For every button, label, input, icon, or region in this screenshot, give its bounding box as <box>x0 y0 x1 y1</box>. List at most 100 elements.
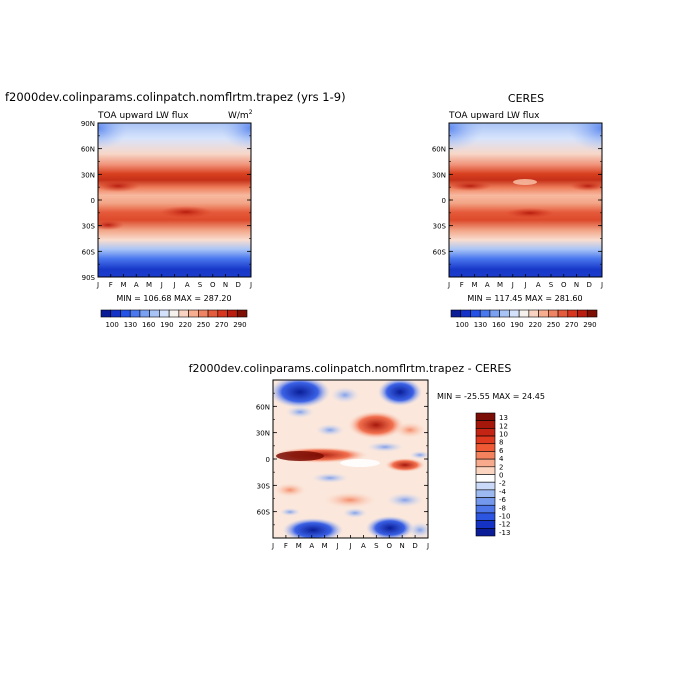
y-tick-label: 30N <box>256 430 270 438</box>
colorbar-label: 6 <box>499 447 504 455</box>
colorbar-label: 0 <box>499 472 503 480</box>
colorbar-swatch <box>475 435 496 445</box>
colorbar-label: 190 <box>160 321 173 329</box>
x-tick-label: J <box>348 542 351 550</box>
colorbar-label: 250 <box>547 321 560 329</box>
y-tick-label: 30N <box>432 171 446 179</box>
x-tick-label: A <box>485 281 490 289</box>
colorbar-swatch <box>577 309 588 318</box>
panel1-heatmap <box>98 123 251 277</box>
colorbar-swatch <box>110 309 121 318</box>
x-tick-label: J <box>336 542 339 550</box>
x-tick-label: A <box>536 281 541 289</box>
y-tick-label: 30S <box>257 482 271 490</box>
colorbar-swatch <box>475 420 496 429</box>
panel2-title: CERES <box>508 92 544 105</box>
x-tick-label: A <box>361 542 366 550</box>
colorbar-label: 10 <box>499 431 508 439</box>
colorbar-label: 270 <box>565 321 578 329</box>
colorbar-swatch <box>475 520 496 529</box>
x-tick-label: M <box>146 281 152 289</box>
x-tick-label: S <box>374 542 379 550</box>
colorbar-label: 13 <box>499 414 508 422</box>
colorbar-label: 2 <box>499 463 503 471</box>
x-tick-label: O <box>386 542 392 550</box>
colorbar-swatch <box>120 309 131 318</box>
x-tick-label: S <box>198 281 203 289</box>
x-tick-label: M <box>120 281 126 289</box>
colorbar-swatch <box>475 497 496 506</box>
y-tick-label: 0 <box>266 456 270 464</box>
colorbar-label: 270 <box>215 321 228 329</box>
x-tick-label: D <box>587 281 592 289</box>
colorbar-swatch <box>586 309 598 318</box>
x-tick-label: A <box>309 542 314 550</box>
colorbar-swatch <box>475 466 496 475</box>
colorbar-swatch <box>557 309 569 318</box>
colorbar-label: 160 <box>492 321 505 329</box>
y-tick-label: 60N <box>256 403 270 411</box>
y-tick-label: 30N <box>81 171 95 179</box>
y-tick-label: 60S <box>257 509 271 517</box>
y-tick-label: 60S <box>82 248 96 256</box>
colorbar-swatch <box>217 309 228 318</box>
x-tick-label: M <box>497 281 503 289</box>
colorbar-label: -13 <box>499 529 510 537</box>
x-tick-label: J <box>271 542 274 550</box>
x-tick-label: N <box>223 281 228 289</box>
colorbar-swatch <box>188 309 199 318</box>
x-tick-label: J <box>426 542 429 550</box>
x-tick-label: A <box>134 281 139 289</box>
x-tick-label: M <box>296 542 302 550</box>
colorbar-swatch <box>475 512 496 521</box>
colorbar-label: -12 <box>499 521 510 529</box>
colorbar-swatch <box>139 309 150 318</box>
colorbar-label: 220 <box>178 321 191 329</box>
colorbar-swatch <box>100 309 112 318</box>
colorbar-swatch <box>168 309 180 318</box>
colorbar-label: 290 <box>233 321 246 329</box>
x-tick-label: O <box>561 281 567 289</box>
y-tick-label: 0 <box>442 197 446 205</box>
x-tick-label: F <box>284 542 288 550</box>
panel1-units: W/m2 <box>228 109 253 121</box>
colorbar-label: -10 <box>499 513 510 521</box>
colorbar-swatch <box>479 309 491 318</box>
colorbar-swatch <box>475 474 496 483</box>
panel3-title: f2000dev.colinparams.colinpatch.nomflrtm… <box>189 362 512 375</box>
colorbar-swatch <box>475 481 496 491</box>
colorbar-swatch <box>499 309 510 318</box>
colorbar-label: 12 <box>499 422 508 430</box>
panel2-heatmap <box>449 123 602 277</box>
colorbar-swatch <box>509 309 520 318</box>
colorbar-label: -2 <box>499 480 506 488</box>
colorbar-swatch <box>475 504 496 514</box>
y-tick-label: 30S <box>433 223 447 231</box>
colorbar-swatch <box>227 309 238 318</box>
colorbar-swatch <box>198 309 209 318</box>
colorbar-swatch <box>475 451 496 460</box>
colorbar-label: 100 <box>455 321 468 329</box>
panel1-colorbar: 100 130 160 190 220 250 270 290 <box>100 309 248 329</box>
colorbar-swatch <box>475 528 496 537</box>
colorbar-label: 250 <box>197 321 210 329</box>
colorbar-swatch <box>528 309 539 318</box>
x-tick-label: S <box>549 281 554 289</box>
colorbar-swatch <box>450 309 462 318</box>
panel1-stats: MIN = 106.68 MAX = 287.20 <box>116 294 231 303</box>
panel1-subtitle: TOA upward LW flux <box>97 111 189 121</box>
x-tick-label: F <box>109 281 113 289</box>
panel2-stats: MIN = 117.45 MAX = 281.60 <box>467 294 582 303</box>
panel1-title: f2000dev.colinparams.colinpatch.nomflrtm… <box>5 90 346 104</box>
colorbar-swatch <box>129 309 141 318</box>
x-tick-label: M <box>471 281 477 289</box>
x-tick-label: J <box>447 281 450 289</box>
x-tick-label: D <box>236 281 241 289</box>
y-tick-label: 30S <box>82 223 96 231</box>
colorbar-label: -6 <box>499 496 507 504</box>
